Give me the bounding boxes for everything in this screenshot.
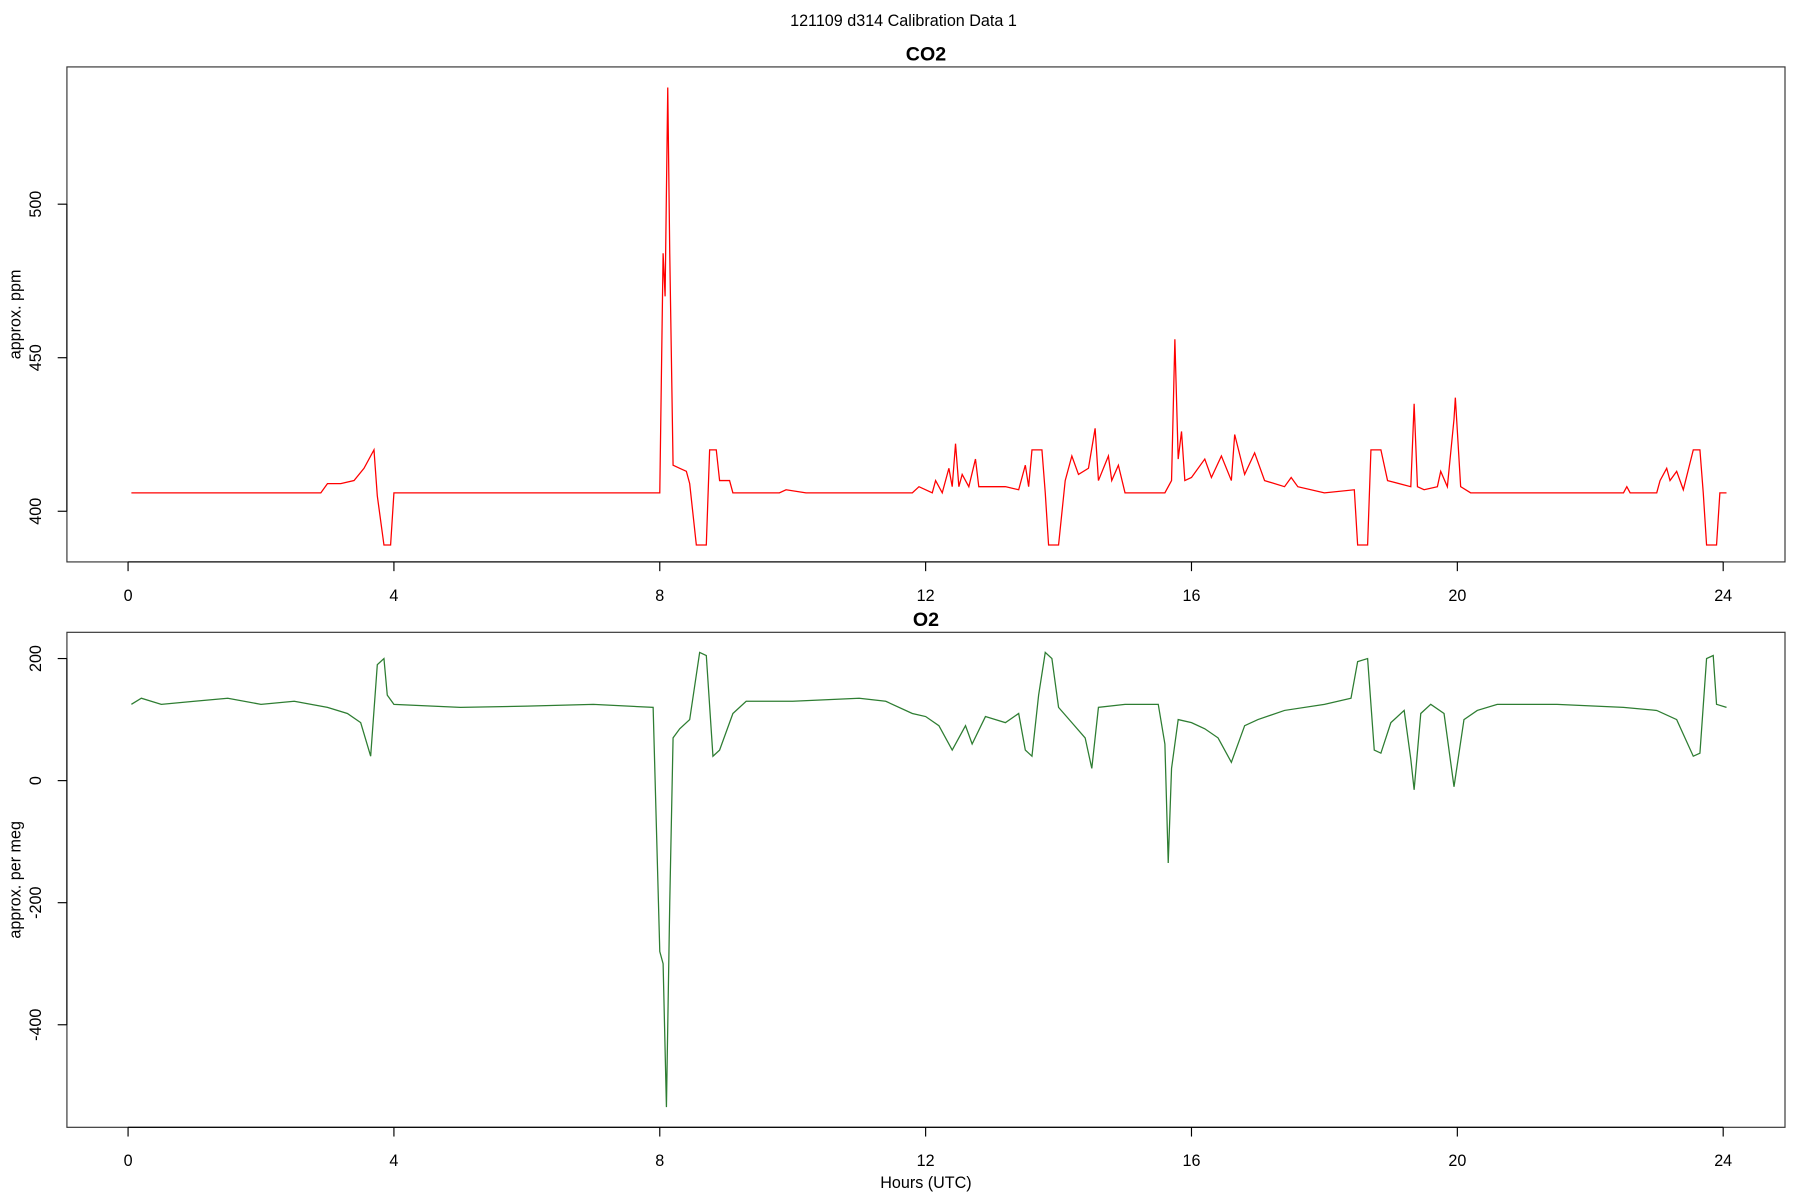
data-line xyxy=(131,651,1727,1108)
x-tick-label: 24 xyxy=(1714,1152,1732,1170)
x-tick-label: 12 xyxy=(917,587,935,605)
x-tick-label: 0 xyxy=(124,1152,133,1170)
y-tick-label: -400 xyxy=(27,1009,45,1041)
page-title: 121109 d314 Calibration Data 1 xyxy=(790,12,1017,30)
x-axis-label: Hours (UTC) xyxy=(880,1174,971,1192)
y-axis-label: approx. ppm xyxy=(6,270,24,360)
y-axis-label: approx. per meg xyxy=(6,821,24,939)
chart-title: O2 xyxy=(913,609,939,631)
x-tick-label: 24 xyxy=(1714,587,1732,605)
y-tick-label: 450 xyxy=(27,344,45,371)
y-tick-label: 200 xyxy=(27,645,45,672)
x-tick-label: 0 xyxy=(124,587,133,605)
y-tick-label: 400 xyxy=(27,498,45,525)
x-tick-label: 16 xyxy=(1182,587,1200,605)
x-tick-label: 16 xyxy=(1182,1152,1200,1170)
x-tick-label: 12 xyxy=(917,1152,935,1170)
x-tick-label: 20 xyxy=(1448,1152,1466,1170)
x-tick-label: 4 xyxy=(389,1152,398,1170)
x-tick-label: 8 xyxy=(655,1152,664,1170)
y-tick-label: 500 xyxy=(27,191,45,218)
y-tick-label: 0 xyxy=(27,776,45,785)
data-line xyxy=(131,87,1727,546)
chart-title: CO2 xyxy=(906,44,946,66)
x-tick-label: 8 xyxy=(655,587,664,605)
x-tick-label: 4 xyxy=(389,587,398,605)
y-tick-label: -200 xyxy=(27,887,45,919)
x-tick-label: 20 xyxy=(1448,587,1466,605)
